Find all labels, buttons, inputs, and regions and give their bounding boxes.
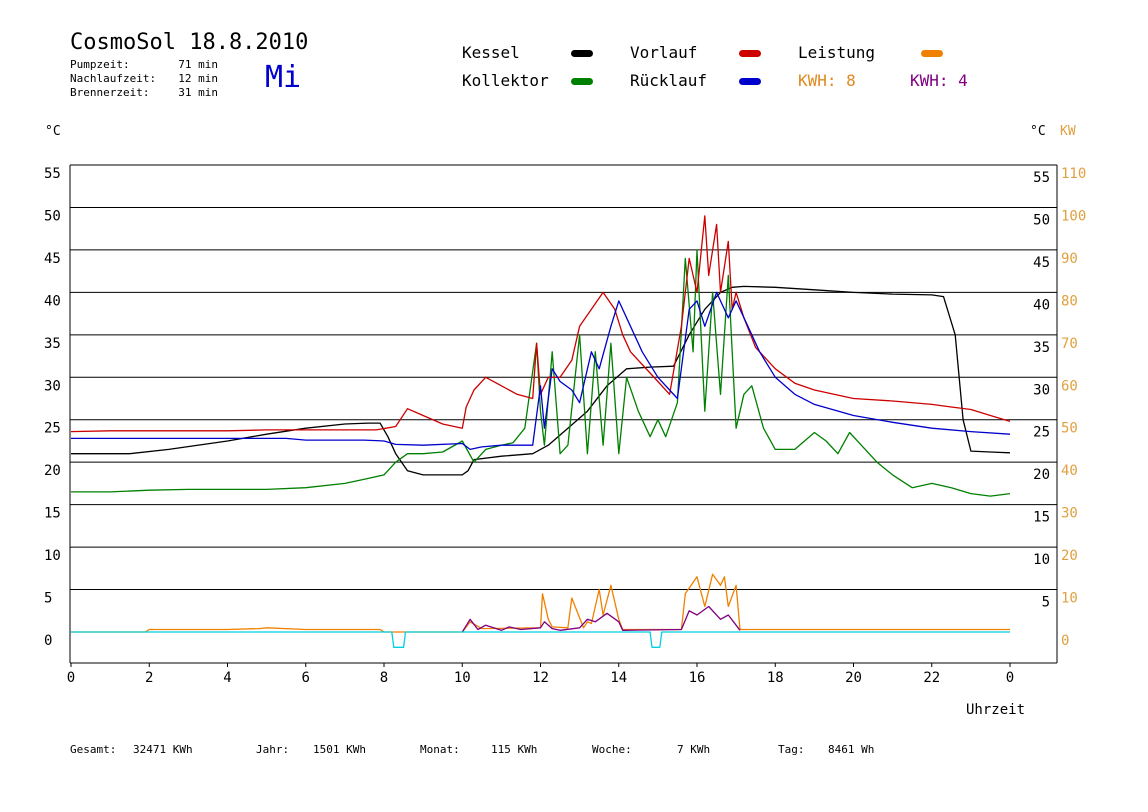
legend-kessel-swatch xyxy=(571,50,593,57)
y-tick-left-5: 5 xyxy=(44,591,52,607)
monat-value: 115 KWh xyxy=(491,743,538,756)
x-tick-4: 8 xyxy=(380,670,388,686)
series-vorlauf xyxy=(70,215,1011,433)
axes-layer: 5550454035302520151050555045403530252015… xyxy=(44,165,1086,686)
x-tick-10: 20 xyxy=(845,670,862,686)
pumpzeit-label: Pumpzeit: xyxy=(70,58,130,71)
x-tick-3: 6 xyxy=(302,670,310,686)
y-tick-right-45: 45 xyxy=(1033,255,1050,271)
x-tick-8: 16 xyxy=(689,670,706,686)
legend-kwh-1: KWH: 8 xyxy=(798,71,856,90)
legend-ruecklauf-label: Rücklauf xyxy=(630,71,708,90)
x-tick-2: 4 xyxy=(223,670,231,686)
series-kollektor xyxy=(71,249,1011,497)
y-tick-power-10: 10 xyxy=(1061,591,1078,607)
weekday-label: Mi xyxy=(265,60,302,95)
x-tick-7: 14 xyxy=(610,670,627,686)
y-tick-left-40: 40 xyxy=(44,293,61,309)
y-tick-left-25: 25 xyxy=(44,421,61,437)
y-tick-left-55: 55 xyxy=(44,166,61,182)
y-tick-left-45: 45 xyxy=(44,251,61,267)
legend-ruecklauf-swatch xyxy=(739,78,761,85)
x-tick-6: 12 xyxy=(532,670,549,686)
x-tick-5: 10 xyxy=(454,670,471,686)
y-tick-power-80: 80 xyxy=(1061,293,1078,309)
x-axis-label: Uhrzeit xyxy=(966,702,1025,718)
x-tick-0: 0 xyxy=(67,670,75,686)
y-tick-left-35: 35 xyxy=(44,336,61,352)
y-tick-left-10: 10 xyxy=(44,548,61,564)
y-tick-power-0: 0 xyxy=(1061,633,1069,649)
brennerzeit-label: Brennerzeit: xyxy=(70,86,150,99)
nachlaufzeit-value: 12 min xyxy=(178,72,218,85)
y-tick-right-50: 50 xyxy=(1033,212,1050,228)
y-tick-right-40: 40 xyxy=(1033,297,1050,313)
series-kessel xyxy=(71,285,1011,476)
y-tick-power-70: 70 xyxy=(1061,336,1078,352)
woche-value: 7 KWh xyxy=(677,743,711,756)
woche-label: Woche: xyxy=(592,743,632,756)
y-tick-power-90: 90 xyxy=(1061,251,1078,267)
y-axis-label-right: °C xyxy=(1030,124,1046,139)
jahr-value: 1501 KWh xyxy=(313,743,366,756)
x-tick-9: 18 xyxy=(767,670,784,686)
y-tick-power-60: 60 xyxy=(1061,378,1078,394)
jahr-label: Jahr: xyxy=(256,743,290,756)
series-leistung2 xyxy=(461,605,741,633)
y-axis-label-left: °C xyxy=(45,124,61,139)
y-tick-left-30: 30 xyxy=(44,378,61,394)
y-tick-power-40: 40 xyxy=(1061,463,1078,479)
y-tick-right-35: 35 xyxy=(1033,340,1050,356)
brennerzeit-value: 31 min xyxy=(178,86,218,99)
y-tick-power-100: 100 xyxy=(1061,208,1086,224)
y-tick-left-15: 15 xyxy=(44,506,61,522)
y-tick-left-20: 20 xyxy=(44,463,61,479)
y-tick-right-25: 25 xyxy=(1033,425,1050,441)
series-ruecklauf xyxy=(71,291,1011,451)
y-tick-right-55: 55 xyxy=(1033,170,1050,186)
legend-vorlauf-swatch xyxy=(739,50,761,57)
y-axis-label-power: KW xyxy=(1060,124,1076,139)
series-layer xyxy=(70,215,1011,648)
pumpzeit-value: 71 min xyxy=(178,58,218,71)
y-tick-right-15: 15 xyxy=(1033,510,1050,526)
y-tick-right-10: 10 xyxy=(1033,552,1050,568)
x-tick-11: 22 xyxy=(923,670,940,686)
y-tick-left-50: 50 xyxy=(44,208,61,224)
y-tick-power-30: 30 xyxy=(1061,506,1078,522)
y-tick-left-0: 0 xyxy=(44,633,52,649)
y-tick-power-50: 50 xyxy=(1061,421,1078,437)
y-tick-right-20: 20 xyxy=(1033,467,1050,483)
nachlaufzeit-label: Nachlaufzeit: xyxy=(70,72,157,85)
y-tick-right-30: 30 xyxy=(1033,382,1050,398)
chart-title: CosmoSol 18.8.2010 xyxy=(70,30,309,55)
series-pump xyxy=(71,631,1010,648)
gesamt-label: Gesamt: xyxy=(70,743,117,756)
x-tick-1: 2 xyxy=(145,670,153,686)
y-tick-right-5: 5 xyxy=(1042,595,1050,611)
monat-label: Monat: xyxy=(420,743,460,756)
legend-vorlauf-label: Vorlauf xyxy=(630,43,698,62)
tag-label: Tag: xyxy=(778,743,805,756)
grid-layer xyxy=(70,164,1057,591)
tag-value: 8461 Wh xyxy=(828,743,875,756)
y-tick-power-20: 20 xyxy=(1061,548,1078,564)
legend-leistung-label: Leistung xyxy=(798,43,876,62)
series-leistung xyxy=(71,573,1010,633)
legend-kollektor-label: Kollektor xyxy=(462,71,549,90)
legend-leistung-swatch xyxy=(921,50,943,57)
y-tick-power-110: 110 xyxy=(1061,166,1086,182)
legend-kwh-2: KWH: 4 xyxy=(910,71,968,90)
legend-kollektor-swatch xyxy=(571,78,593,85)
x-tick-12: 0 xyxy=(1006,670,1014,686)
legend-kessel-label: Kessel xyxy=(462,43,520,62)
gesamt-value: 32471 KWh xyxy=(133,743,193,756)
